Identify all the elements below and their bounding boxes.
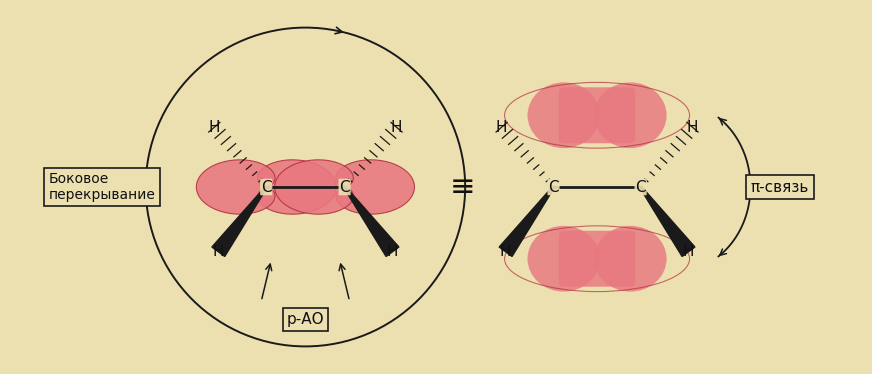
Text: H: H — [213, 244, 224, 259]
Text: p-АО: p-АО — [287, 312, 324, 327]
Text: C: C — [548, 180, 559, 194]
Polygon shape — [212, 186, 267, 257]
Ellipse shape — [594, 226, 666, 292]
Text: C: C — [339, 180, 350, 194]
Text: π-связь: π-связь — [751, 180, 809, 194]
Text: H: H — [500, 244, 511, 259]
Ellipse shape — [528, 82, 600, 148]
Text: H: H — [391, 120, 402, 135]
Polygon shape — [275, 160, 353, 214]
Text: H: H — [496, 120, 508, 135]
Polygon shape — [499, 186, 555, 257]
Text: C: C — [261, 180, 271, 194]
Ellipse shape — [528, 226, 600, 292]
Polygon shape — [336, 160, 414, 214]
Text: ≡: ≡ — [449, 172, 475, 202]
Text: H: H — [683, 244, 694, 259]
FancyBboxPatch shape — [559, 87, 636, 143]
Polygon shape — [196, 160, 275, 214]
Polygon shape — [257, 160, 336, 214]
Polygon shape — [640, 186, 695, 257]
FancyBboxPatch shape — [559, 231, 636, 287]
Text: H: H — [387, 244, 399, 259]
Text: H: H — [687, 120, 698, 135]
Ellipse shape — [594, 82, 666, 148]
Polygon shape — [344, 186, 399, 257]
Text: Боковое
перекрывание: Боковое перекрывание — [49, 172, 155, 202]
Text: C: C — [636, 180, 646, 194]
Text: H: H — [208, 120, 220, 135]
